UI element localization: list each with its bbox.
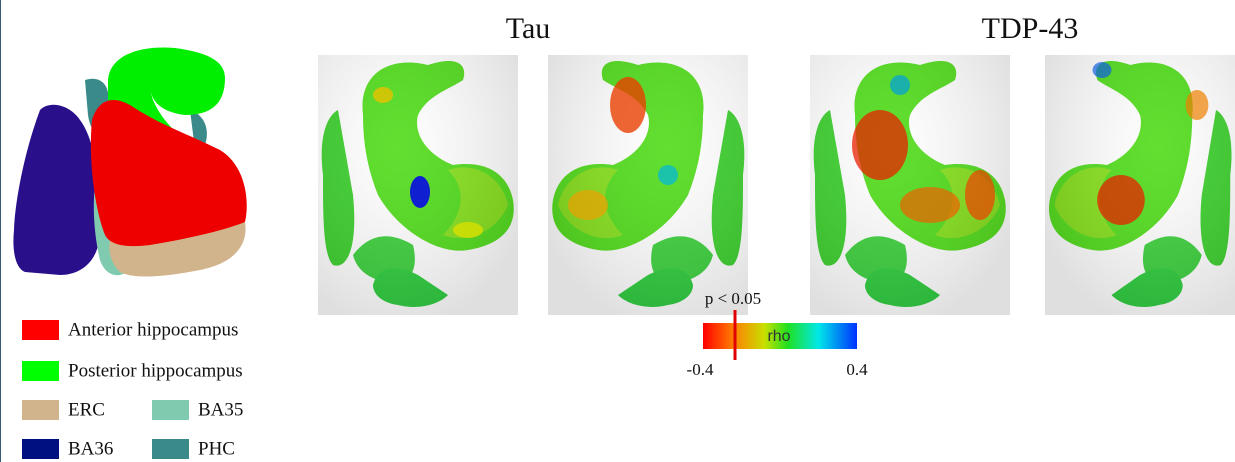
legend-swatch [22, 361, 59, 381]
blob [1186, 90, 1209, 120]
colorbar-max: 0.4 [846, 360, 868, 379]
anterior-hippocampus-region [91, 100, 247, 246]
panel-title: Tau [506, 12, 551, 45]
blob [1093, 62, 1112, 78]
blob [852, 110, 908, 180]
panel-title: TDP-43 [982, 12, 1079, 45]
threshold-label: p < 0.05 [705, 289, 761, 308]
legend-swatch [152, 400, 189, 420]
legend-label: Posterior hippocampus [68, 360, 243, 381]
ba36-region [13, 105, 100, 275]
legend-label: Anterior hippocampus [68, 319, 238, 340]
legend-label: BA35 [198, 399, 243, 420]
legend-swatch [152, 439, 189, 459]
blob [658, 165, 678, 185]
blob [900, 187, 960, 223]
legend: Anterior hippocampus Posterior hippocampu… [22, 319, 243, 459]
blob [890, 75, 910, 95]
tdp43-surface-left [810, 55, 1010, 315]
page: {"figure": { "titles": ["Tau", "TDP-43"]… [0, 0, 1235, 462]
blob [453, 222, 483, 238]
legend-swatch [22, 320, 59, 340]
colorbar-min: -0.4 [687, 360, 714, 379]
figure: Tau TDP-43 rho p < 0.05 -0.4 0.4 Anterio… [0, 0, 1235, 462]
blob [610, 77, 646, 133]
tau-surface-left [318, 55, 518, 315]
blob [568, 190, 608, 220]
blob [965, 170, 995, 220]
blob [1097, 175, 1145, 225]
legend-label: ERC [68, 399, 105, 420]
blob [410, 176, 430, 208]
legend-swatch [22, 400, 59, 420]
blob [373, 87, 393, 103]
legend-swatch [22, 439, 59, 459]
tdp43-surface-right [1045, 55, 1235, 315]
colorbar-label: rho [767, 328, 790, 345]
legend-label: PHC [198, 438, 235, 459]
legend-label: BA36 [68, 438, 113, 459]
tau-surface-right [548, 55, 748, 315]
segmentation-model [13, 47, 246, 276]
